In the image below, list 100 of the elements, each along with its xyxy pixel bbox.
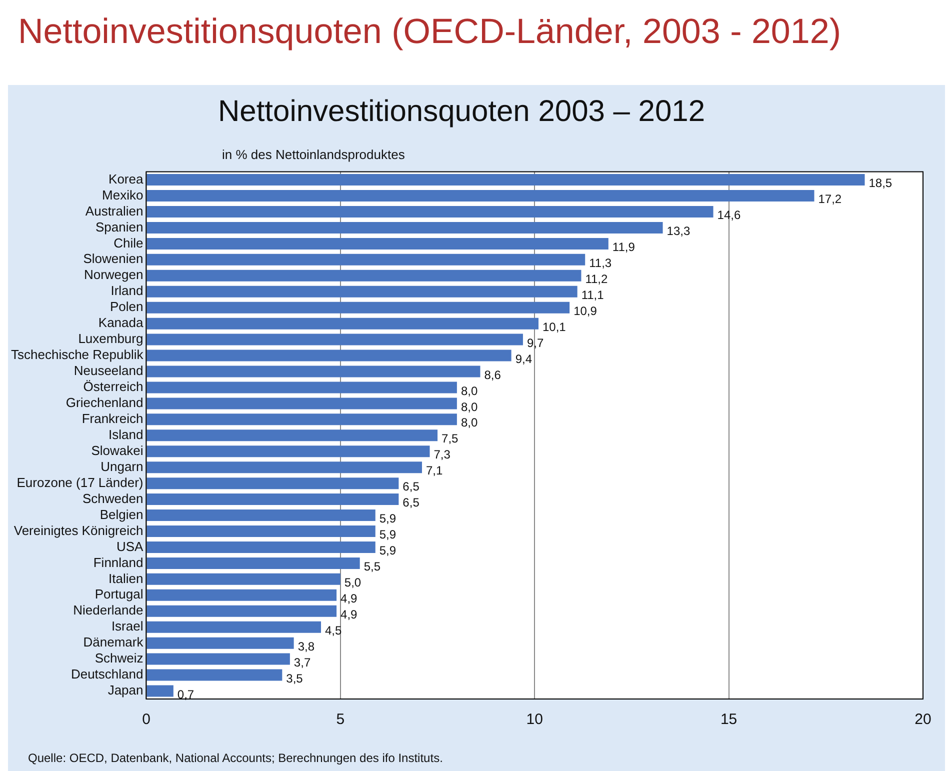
- data-label: 11,2: [585, 272, 608, 286]
- data-label: 6,5: [402, 480, 420, 494]
- bar: [146, 414, 457, 426]
- bar: [146, 621, 322, 633]
- bar: [146, 382, 457, 394]
- bar: [146, 478, 399, 490]
- y-tick-label: Kanada: [98, 315, 144, 330]
- bar: [146, 494, 399, 506]
- data-label: 9,7: [526, 336, 544, 350]
- data-label: 11,1: [581, 288, 604, 302]
- bar: [146, 350, 512, 362]
- bar: [146, 254, 586, 266]
- y-tick-label: Australien: [85, 203, 144, 218]
- bar: [146, 589, 337, 601]
- y-tick-label: Griechenland: [66, 395, 144, 410]
- data-label: 3,5: [286, 671, 304, 686]
- data-label: 7,5: [442, 432, 459, 446]
- y-tick-label: Norwegen: [84, 267, 144, 282]
- y-tick-label: Finnland: [93, 554, 144, 570]
- data-label: 5,9: [379, 528, 396, 542]
- y-tick-label: Slowakei: [91, 442, 144, 458]
- bar: [146, 270, 582, 282]
- y-tick-label: Österreich: [83, 379, 144, 394]
- data-label: 11,9: [612, 240, 636, 254]
- data-label: 4,5: [325, 623, 342, 638]
- x-tick-label: 0: [142, 711, 150, 728]
- y-tick-label: Schweiz: [94, 650, 144, 666]
- bar: [146, 238, 608, 250]
- y-tick-label: Israel: [111, 618, 144, 634]
- data-label: 5,9: [379, 512, 396, 526]
- x-tick-label: 20: [914, 711, 932, 728]
- data-label: 6,5: [402, 496, 420, 510]
- data-label: 4,9: [340, 591, 358, 606]
- y-tick-label: Portugal: [94, 586, 144, 602]
- bar: [146, 557, 360, 569]
- bar: [146, 605, 337, 617]
- chart-subtitle: Nettoinvestitionsquoten 2003 – 2012: [218, 95, 706, 129]
- bar: [146, 302, 570, 314]
- data-label: 5,0: [344, 575, 362, 590]
- bar: [146, 398, 457, 410]
- y-tick-label: Luxemburg: [78, 331, 144, 346]
- y-tick-label: Island: [108, 426, 144, 442]
- bar: [146, 206, 714, 218]
- data-label: 8,0: [460, 416, 478, 430]
- y-tick-label: Polen: [110, 299, 144, 314]
- y-tick-label: Dänemark: [83, 634, 144, 650]
- bar: [146, 685, 174, 697]
- y-tick-label: Mexiko: [102, 187, 144, 202]
- source-note: Quelle: OECD, Datenbank, National Accounts; Berechnungen des ifo Instituts.: [28, 751, 443, 765]
- data-label: 7,3: [434, 448, 451, 462]
- y-tick-label: Neuseeland: [74, 363, 144, 378]
- bar: [146, 318, 538, 330]
- bar: [146, 669, 282, 681]
- data-label: 4,9: [340, 607, 358, 622]
- bar: [146, 462, 422, 474]
- x-tick-label: 5: [336, 711, 345, 728]
- data-label: 8,6: [484, 368, 502, 382]
- data-label: 10,9: [574, 304, 598, 318]
- y-tick-label: Niederlande: [73, 602, 144, 618]
- data-label: 18,5: [868, 176, 892, 190]
- y-tick-label: Spanien: [96, 219, 144, 234]
- y-tick-label: Eurozone (17 Länder): [16, 474, 144, 490]
- bar: [146, 334, 523, 346]
- bar: [146, 541, 376, 553]
- y-tick-label: Ungarn: [100, 458, 144, 474]
- bar: [146, 526, 376, 538]
- bar: [146, 573, 340, 585]
- bar: [146, 286, 578, 298]
- y-tick-label: Irland: [110, 283, 144, 298]
- y-tick-label: Italien: [108, 570, 144, 586]
- bar: [146, 510, 376, 522]
- y-tick-label: Vereinigtes Königreich: [14, 522, 144, 538]
- chart-title: Nettoinvestitionsquoten (OECD-Länder, 2003 - 2012): [18, 12, 841, 52]
- y-tick-label: USA: [116, 538, 144, 554]
- y-tick-label: Deutschland: [70, 666, 144, 682]
- x-tick-label: 15: [720, 711, 738, 728]
- data-label: 17,2: [818, 192, 842, 206]
- data-label: 3,7: [294, 655, 311, 670]
- y-tick-label: Schweden: [82, 490, 144, 506]
- y-tick-label: Belgien: [100, 506, 144, 522]
- data-label: 0,7: [177, 687, 194, 702]
- y-tick-label: Korea: [108, 171, 144, 186]
- data-label: 8,0: [460, 400, 478, 414]
- data-label: 5,5: [364, 560, 381, 574]
- y-tick-label: Japan: [108, 682, 144, 698]
- x-tick-label: 10: [526, 711, 543, 728]
- bar: [146, 366, 480, 378]
- y-tick-label: Frankreich: [82, 411, 144, 426]
- data-label: 7,1: [426, 464, 443, 478]
- bar: [146, 430, 438, 442]
- text: in % des Nettoinlandsproduktes: [222, 147, 405, 162]
- bar: [146, 637, 294, 649]
- data-label: 3,8: [298, 639, 315, 654]
- bar: [146, 190, 814, 202]
- bar: [146, 446, 430, 458]
- bar: [146, 222, 663, 234]
- y-tick-label: Chile: [114, 235, 144, 250]
- bar: [146, 653, 290, 665]
- data-label: 10,1: [542, 320, 566, 334]
- data-label: 13,3: [666, 224, 690, 238]
